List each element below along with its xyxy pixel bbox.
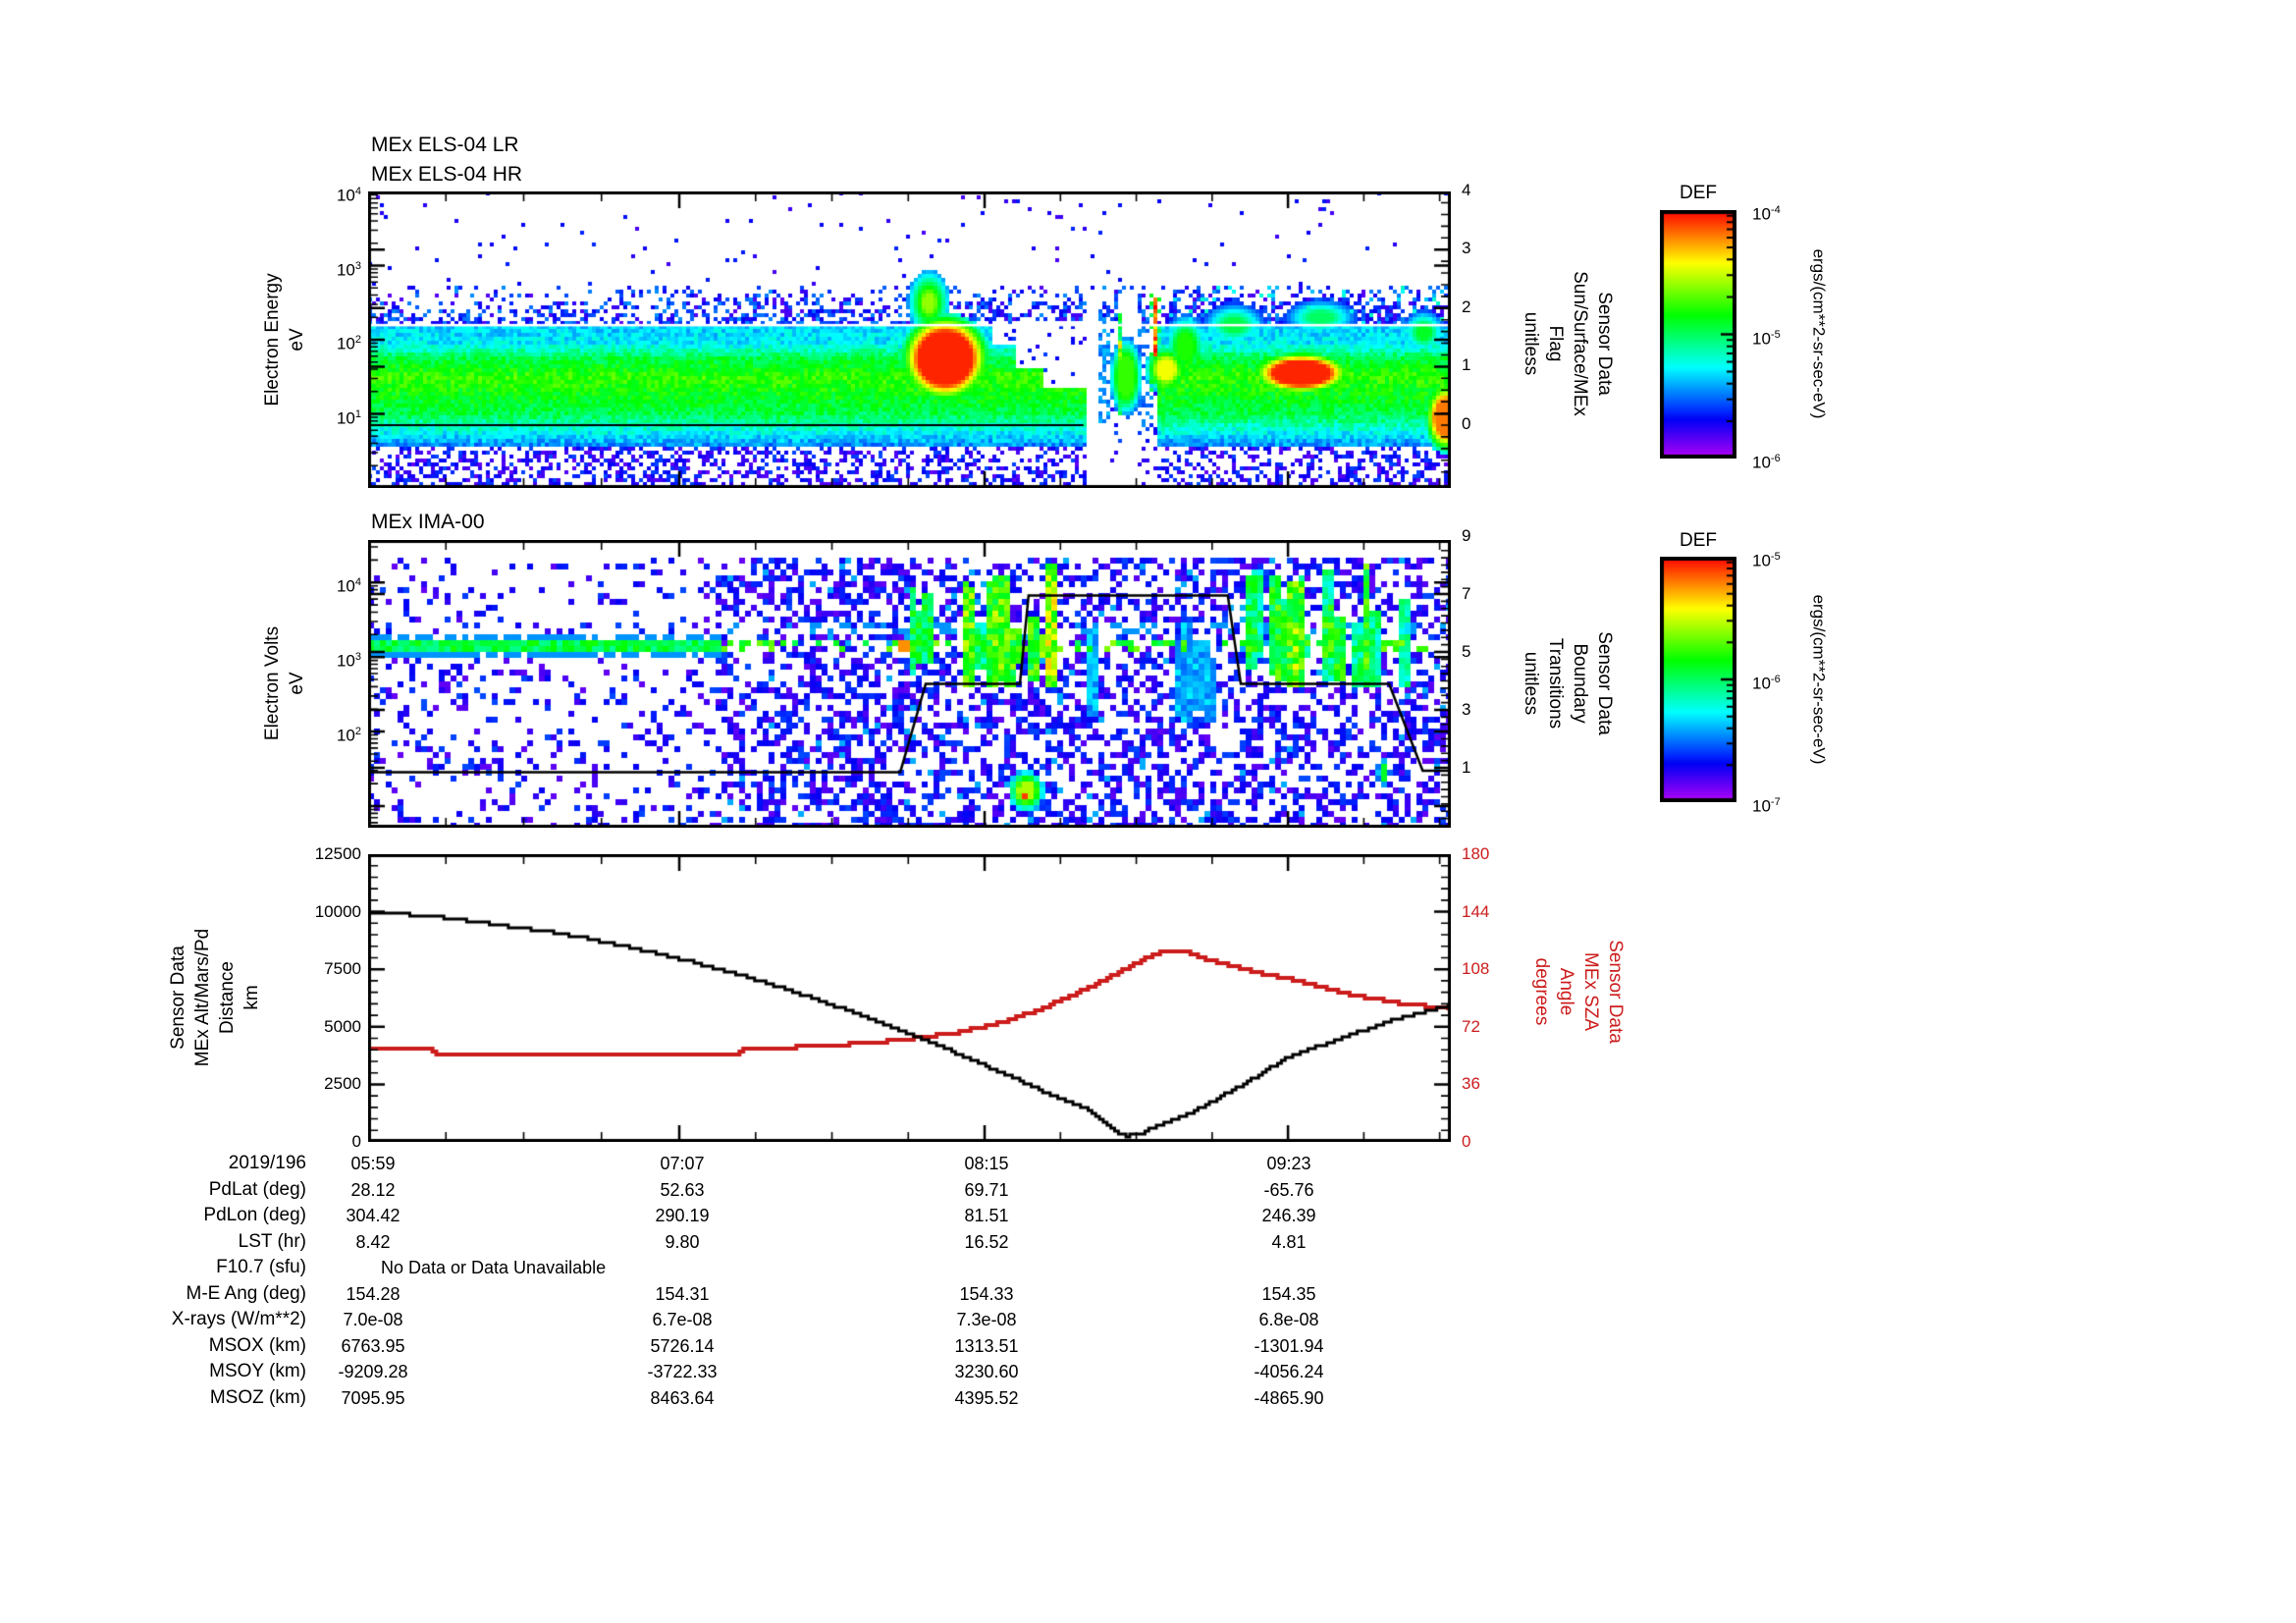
axis-tick-label: 72 — [1462, 1016, 1480, 1036]
cell: 28.12 — [350, 1180, 396, 1200]
axis-tick-label: 0 — [351, 1132, 361, 1151]
cell: 69.71 — [964, 1180, 1009, 1200]
alt-y-axis-label: Sensor Data MEx Alt/Mars/Pd Distance km — [168, 928, 262, 1067]
axis-tick-label: 9 — [1462, 526, 1471, 545]
colorbar2-title: DEF — [1680, 530, 1717, 551]
cell: 6763.95 — [341, 1336, 405, 1356]
cell: 290.19 — [655, 1206, 710, 1225]
axis-tick-label: 103 — [336, 259, 361, 280]
cell: 6.7e-08 — [652, 1310, 713, 1329]
row-label: 2019/196 — [228, 1153, 306, 1173]
cell: -1301.94 — [1254, 1336, 1324, 1356]
cell: 16.52 — [964, 1232, 1009, 1252]
cell: 8463.64 — [650, 1388, 715, 1408]
cell: 9.80 — [665, 1232, 700, 1252]
cell: 8.42 — [355, 1232, 391, 1252]
cell: -4056.24 — [1254, 1362, 1324, 1381]
cell: 81.51 — [964, 1206, 1009, 1225]
axis-tick-label: 104 — [336, 186, 361, 205]
axis-tick-label: 7500 — [324, 959, 361, 979]
els-title-hr: MEx ELS-04 HR — [371, 163, 523, 186]
cell: 4395.52 — [954, 1388, 1019, 1408]
cell: 7095.95 — [341, 1388, 405, 1408]
axis-tick-label: 4 — [1462, 180, 1471, 199]
axis-tick-label: 10-5 — [1752, 328, 1781, 349]
axis-tick-label: 36 — [1462, 1074, 1480, 1094]
els-spectrogram — [368, 191, 1451, 488]
row-label: PdLon (deg) — [203, 1205, 306, 1225]
time-label: 09:23 — [1266, 1154, 1311, 1173]
cell: 5726.14 — [650, 1336, 715, 1356]
cell: 304.42 — [346, 1206, 400, 1225]
cell: 52.63 — [660, 1180, 705, 1200]
row-label: X-rays (W/m**2) — [171, 1309, 306, 1329]
els-right-axis-label: Sensor Data Sun/Surface/MEx Flag unitless — [1521, 271, 1615, 416]
row-label: LST (hr) — [238, 1231, 306, 1252]
colorbar2-units: ergs/(cm**2-sr-sec-eV) — [1809, 594, 1829, 765]
axis-tick-label: 3 — [1462, 700, 1471, 719]
colorbar1 — [1660, 210, 1736, 459]
axis-tick-label: 10-6 — [1752, 674, 1781, 693]
axis-tick-label: 1 — [1462, 355, 1471, 375]
row-label: PdLat (deg) — [208, 1179, 306, 1200]
cell: 246.39 — [1261, 1206, 1316, 1225]
axis-tick-label: 10000 — [314, 901, 361, 921]
axis-tick-label: 10-7 — [1752, 796, 1781, 816]
axis-tick-label: 2 — [1462, 297, 1471, 316]
row-label: M-E Ang (deg) — [186, 1283, 307, 1304]
time-label: 08:15 — [964, 1154, 1009, 1173]
cell: 154.33 — [959, 1284, 1014, 1304]
colorbar2 — [1660, 557, 1736, 802]
axis-tick-label: 0 — [1462, 1132, 1471, 1151]
axis-tick-label: 7 — [1462, 584, 1471, 603]
axis-tick-label: 10-6 — [1752, 453, 1781, 472]
axis-tick-label: 180 — [1462, 844, 1490, 863]
cell: 7.0e-08 — [343, 1310, 403, 1329]
axis-tick-label: 102 — [336, 334, 361, 353]
sza-right-axis-label: Sensor Data MEx SZA Angle degrees — [1531, 940, 1626, 1044]
time-label: 07:07 — [660, 1154, 705, 1173]
axis-tick-label: 12500 — [314, 844, 361, 863]
cell: -65.76 — [1263, 1180, 1314, 1200]
altitude-sza-plot — [368, 854, 1451, 1142]
axis-tick-label: 5000 — [324, 1016, 361, 1036]
cell: 154.28 — [346, 1284, 400, 1304]
axis-tick-label: 10-4 — [1752, 204, 1781, 224]
cell: 154.31 — [655, 1284, 710, 1304]
cell: 6.8e-08 — [1258, 1310, 1319, 1329]
axis-tick-label: 101 — [336, 407, 361, 428]
axis-tick-label: 0 — [1462, 414, 1471, 433]
row-label: MSOZ (km) — [209, 1387, 306, 1408]
row-label: F10.7 (sfu) — [216, 1257, 306, 1277]
axis-tick-label: 10-5 — [1752, 551, 1781, 570]
axis-tick-label: 3 — [1462, 239, 1471, 258]
colorbar1-units: ergs/(cm**2-sr-sec-eV) — [1809, 248, 1829, 419]
cell: 7.3e-08 — [956, 1310, 1017, 1329]
axis-tick-label: 102 — [336, 726, 361, 745]
cell: 4.81 — [1271, 1232, 1307, 1252]
cell: 1313.51 — [954, 1336, 1019, 1356]
ima-spectrogram — [368, 540, 1451, 828]
ima-right-axis-label: Sensor Data Boundary Transitions unitless — [1521, 631, 1615, 735]
cell: 154.35 — [1261, 1284, 1316, 1304]
axis-tick-label: 1 — [1462, 758, 1471, 777]
cell: -3722.33 — [647, 1362, 718, 1381]
cell: 3230.60 — [954, 1362, 1019, 1381]
els-title-lr: MEx ELS-04 LR — [371, 134, 519, 156]
axis-tick-label: 5 — [1462, 642, 1471, 661]
axis-tick-label: 2500 — [324, 1074, 361, 1094]
time-label: 05:59 — [350, 1154, 396, 1173]
axis-tick-label: 108 — [1462, 959, 1490, 979]
axis-tick-label: 103 — [336, 651, 361, 671]
axis-tick-label: 144 — [1462, 901, 1490, 921]
row-label: MSOY (km) — [209, 1361, 306, 1381]
colorbar1-title: DEF — [1680, 183, 1717, 203]
cell: -4865.90 — [1254, 1388, 1324, 1408]
ima-title: MEx IMA-00 — [371, 511, 485, 533]
axis-tick-label: 104 — [336, 576, 361, 596]
cell: -9209.28 — [338, 1362, 408, 1381]
no-data-message: No Data or Data Unavailable — [381, 1258, 607, 1277]
row-label: MSOX (km) — [208, 1335, 306, 1356]
